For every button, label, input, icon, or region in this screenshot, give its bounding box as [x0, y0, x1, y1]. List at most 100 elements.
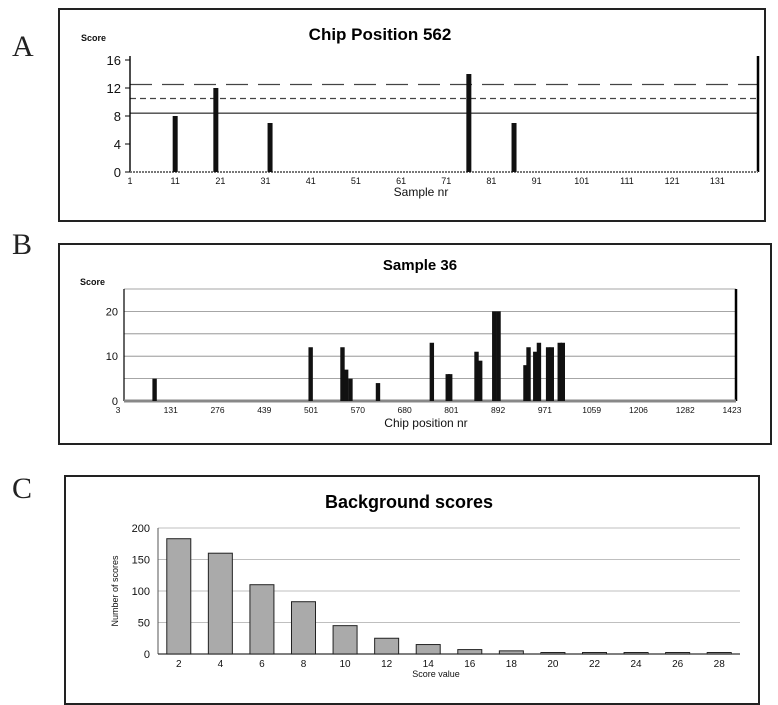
bar [207, 552, 233, 655]
bar [582, 652, 607, 655]
bar [511, 123, 517, 172]
x-tick-label: 28 [714, 659, 726, 670]
x-tick-label: 16 [464, 659, 476, 670]
y-tick-label: 100 [132, 586, 150, 598]
x-tick-label: 801 [444, 405, 458, 415]
x-tick-label: 22 [589, 659, 601, 670]
bar [308, 347, 313, 401]
bar [348, 378, 353, 401]
x-tick-label: 3 [116, 405, 121, 415]
panel-letter-c: C [12, 472, 33, 505]
x-axis-label: Sample nr [394, 185, 449, 199]
y-tick-label: 4 [114, 137, 121, 152]
y-tick-label: 0 [112, 396, 118, 408]
bar [466, 74, 472, 172]
y-axis-label: Number of scores [110, 555, 120, 627]
bar [549, 347, 554, 401]
chart-panel-a [58, 8, 766, 222]
bar [474, 351, 479, 401]
bar [172, 116, 178, 172]
x-tick-label: 570 [351, 405, 365, 415]
bar [665, 652, 691, 655]
x-tick-label: 101 [574, 176, 589, 186]
bar [623, 652, 649, 655]
x-tick-label: 24 [631, 659, 643, 670]
x-tick-label: 131 [164, 405, 178, 415]
bar [540, 652, 566, 655]
y-axis-label: Score [80, 277, 105, 287]
x-tick-label: 31 [261, 176, 271, 186]
bar [415, 644, 441, 655]
bar [492, 311, 497, 401]
x-tick-label: 91 [532, 176, 542, 186]
x-tick-label: 81 [486, 176, 496, 186]
x-tick-label: 41 [306, 176, 316, 186]
bar [343, 369, 349, 401]
bar [557, 342, 562, 401]
bar [523, 365, 528, 401]
y-tick-label: 16 [107, 53, 121, 68]
panel-letter-b: B [12, 228, 33, 261]
y-tick-label: 0 [114, 165, 121, 180]
bar [213, 88, 219, 172]
x-tick-label: 12 [381, 659, 393, 670]
x-tick-label: 439 [257, 405, 271, 415]
y-tick-label: 200 [132, 523, 150, 535]
x-tick-label: 971 [538, 405, 552, 415]
x-axis-label: Score value [412, 669, 460, 679]
x-tick-label: 1423 [723, 405, 742, 415]
x-tick-label: 1206 [629, 405, 648, 415]
bar [267, 123, 273, 172]
x-tick-label: 61 [396, 176, 406, 186]
x-tick-label: 11 [171, 176, 180, 186]
x-tick-label: 1282 [676, 405, 695, 415]
y-tick-label: 12 [107, 81, 121, 96]
bar [445, 374, 450, 401]
y-tick-label: 50 [138, 618, 150, 630]
y-axis-label: Score [81, 33, 106, 43]
x-tick-label: 21 [215, 176, 225, 186]
x-tick-label: 892 [491, 405, 505, 415]
x-tick-label: 4 [218, 659, 224, 670]
bar [545, 347, 551, 401]
chart-title: Sample 36 [383, 257, 457, 274]
x-tick-label: 6 [259, 659, 265, 670]
bar [533, 351, 538, 401]
x-tick-label: 131 [710, 176, 725, 186]
y-tick-label: 20 [106, 306, 118, 318]
bar [291, 601, 316, 655]
x-axis-label: Chip position nr [384, 416, 467, 430]
x-tick-label: 276 [210, 405, 224, 415]
bar [560, 342, 566, 401]
chart-panel-b [58, 243, 772, 445]
bar [340, 347, 345, 401]
x-tick-label: 14 [423, 659, 435, 670]
y-tick-label: 0 [144, 649, 150, 661]
bar [706, 652, 732, 655]
bar [477, 360, 483, 401]
bar [536, 342, 542, 401]
y-tick-label: 8 [114, 109, 121, 124]
x-tick-label: 1 [127, 176, 132, 186]
x-tick-label: 71 [441, 176, 451, 186]
chart-title: Chip Position 562 [309, 25, 452, 44]
x-tick-label: 26 [672, 659, 684, 670]
bar [498, 650, 524, 655]
x-tick-label: 121 [665, 176, 680, 186]
y-tick-label: 10 [106, 351, 118, 363]
x-tick-label: 501 [304, 405, 318, 415]
bar [152, 378, 157, 401]
bar [526, 347, 531, 401]
x-tick-label: 8 [301, 659, 307, 670]
bar [457, 649, 483, 655]
panel-letter-a: A [12, 30, 34, 63]
x-tick-label: 18 [506, 659, 518, 670]
x-tick-label: 111 [620, 176, 634, 186]
x-tick-label: 20 [547, 659, 559, 670]
bar [375, 383, 381, 401]
y-tick-label: 150 [132, 555, 150, 567]
bar [429, 342, 435, 401]
x-tick-label: 1059 [582, 405, 601, 415]
